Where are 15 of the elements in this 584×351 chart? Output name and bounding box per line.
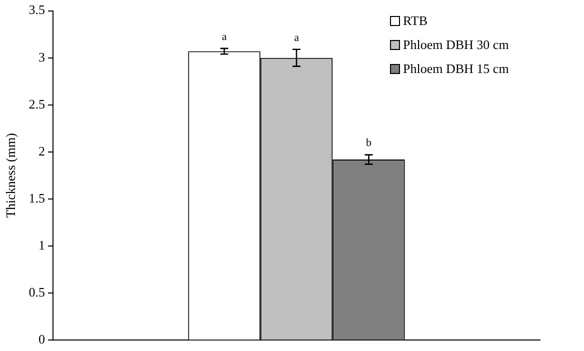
y-tick-label: 1 [38,238,45,253]
annotation: b [366,137,372,150]
y-tick-label: 2 [38,143,45,158]
y-tick-label: 0 [38,332,45,347]
y-tick-label: 0.5 [28,284,45,300]
text: RTB [403,12,428,30]
y-tick-label: 1.5 [28,190,45,206]
y-tick-label: 3 [38,49,45,64]
legend-label: Phloem DBH 30 cm [403,36,509,54]
y-tick-label: 2.5 [28,96,45,112]
legend-label: Phloem DBH 15 cm [403,60,509,78]
y-axis-title: Thickness (mm) [3,133,18,218]
annotation: a [294,32,300,44]
y-tick-label: 3.5 [28,2,45,18]
annotation: a [222,30,227,43]
